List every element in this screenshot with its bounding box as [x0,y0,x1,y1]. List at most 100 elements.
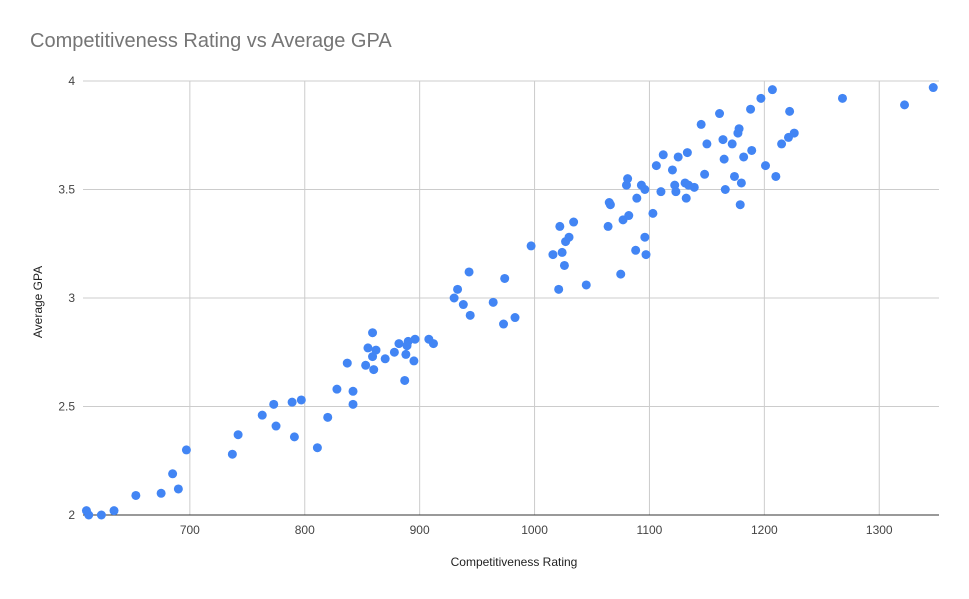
data-point [449,293,459,303]
data-point [632,193,642,203]
data-point [569,217,579,227]
data-point [332,384,342,394]
data-point [785,106,795,116]
data-point [363,343,373,353]
data-point [715,109,725,119]
data-point [789,128,799,138]
data-point-layer [81,83,938,520]
y-axis-title: Average GPA [31,266,45,338]
data-point [734,124,744,134]
data-point [312,443,322,453]
data-point [837,93,847,103]
x-tick-label: 1100 [637,523,663,537]
data-point [296,395,306,405]
data-point [767,85,777,95]
data-point [548,250,558,260]
grid-layer [83,80,939,516]
y-tick-label: 3.5 [58,183,75,197]
data-point [756,93,766,103]
data-point [227,449,237,459]
data-point [526,241,536,251]
data-point [739,152,749,162]
data-point [348,399,358,409]
data-point [168,469,178,479]
x-tick-label: 1000 [521,523,548,537]
data-point [500,273,510,283]
data-point [499,319,509,329]
data-point [720,185,730,194]
data-point [564,232,574,242]
x-tick-label: 1300 [866,523,893,537]
x-tick-label: 800 [295,523,315,537]
data-point [181,445,191,455]
data-point [581,280,591,290]
data-point [510,313,520,323]
data-point [928,83,938,93]
data-point [673,152,683,162]
data-point [651,161,661,171]
data-point [465,310,475,320]
x-axis-title: Competitiveness Rating [451,555,578,569]
data-point [458,300,468,310]
data-point [700,169,710,179]
data-point [555,221,565,231]
data-point [269,399,279,409]
data-point [747,145,757,155]
data-point [342,358,352,368]
data-point [380,354,390,364]
x-tick-label: 900 [410,523,430,537]
data-point [616,269,626,279]
tick-label-layer: 2 2.5 3 3.5 4 700 800 900 1000 1100 1200 1300 [58,74,893,537]
data-point [746,104,756,114]
data-point [488,297,498,307]
data-point [671,187,681,197]
data-point [401,349,411,359]
data-point [777,139,787,149]
data-point [702,139,712,149]
data-point [735,200,745,210]
data-point [348,386,358,396]
data-point [640,232,650,242]
data-point [96,510,106,520]
data-point [323,412,333,422]
data-point [368,328,378,338]
data-point [464,267,474,277]
data-point [109,506,119,516]
data-point [289,432,299,442]
chart-title: Competitiveness Rating vs Average GPA [30,30,392,52]
data-point [554,284,564,294]
data-point [727,139,737,149]
data-point [271,421,281,431]
data-point [624,211,634,221]
data-point [394,339,404,349]
data-point [389,347,399,357]
data-point [361,360,371,370]
data-point [623,174,633,184]
data-point [658,150,668,160]
data-point [648,208,658,218]
data-point [400,375,410,385]
y-tick-label: 3 [68,291,75,305]
data-point [156,488,166,498]
data-point [667,165,677,175]
y-tick-label: 4 [68,74,75,88]
data-point [559,260,569,270]
data-point [131,490,141,500]
data-point [410,334,420,344]
x-tick-label: 1200 [751,523,778,537]
data-point [719,154,729,164]
x-tick-label: 700 [180,523,200,537]
data-point [718,135,728,145]
data-point [257,410,267,420]
data-point [453,284,463,294]
data-point [428,339,438,349]
data-point [761,161,771,171]
data-point [371,345,381,355]
data-point [631,245,641,255]
data-point [173,484,183,494]
y-tick-label: 2.5 [58,400,75,414]
data-point [771,171,781,181]
data-point [557,247,567,257]
data-point [409,356,419,366]
